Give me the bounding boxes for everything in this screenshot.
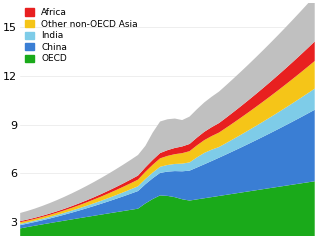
Legend: Africa, Other non-OECD Asia, India, China, OECD: Africa, Other non-OECD Asia, India, Chin… xyxy=(24,7,139,64)
